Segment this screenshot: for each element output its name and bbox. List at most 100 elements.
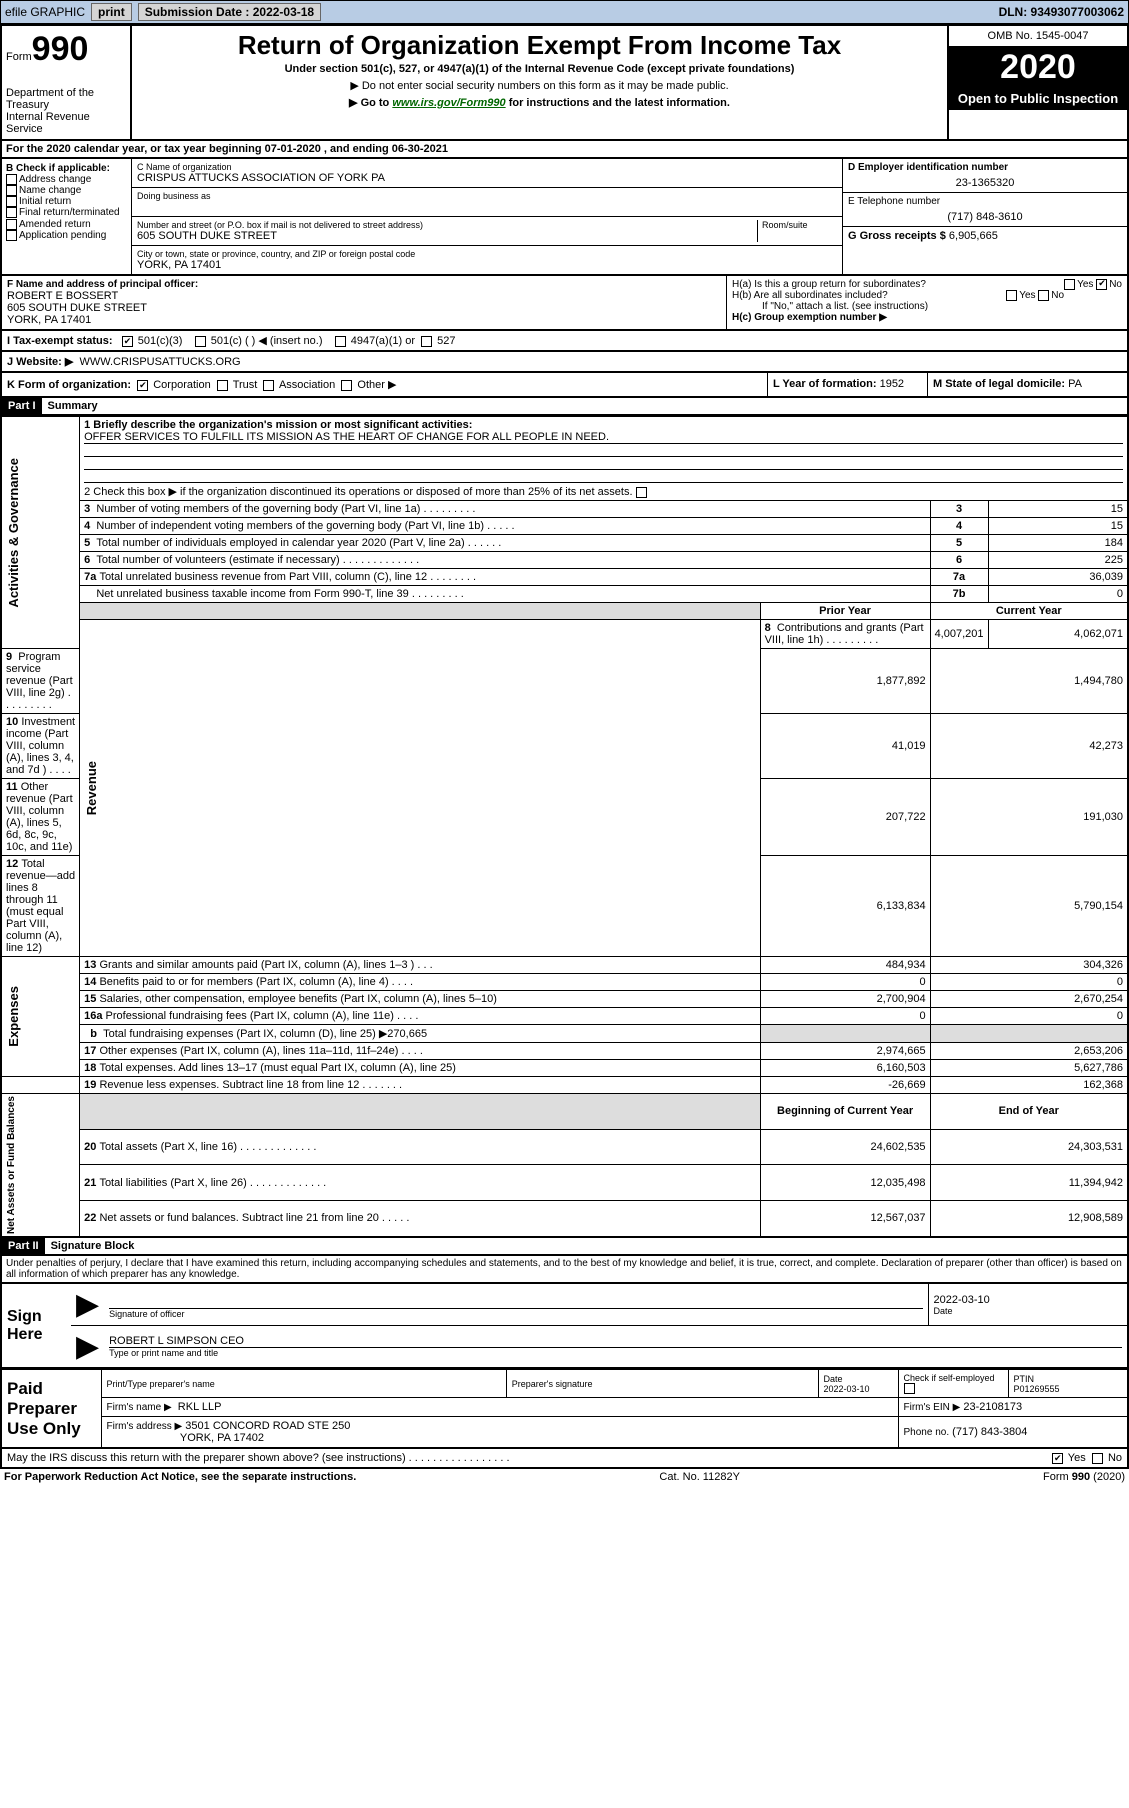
print-button[interactable]: print <box>91 3 132 21</box>
side-netassets: Net Assets or Fund Balances <box>6 1096 17 1234</box>
sign-here-table: Sign Here ▶ Signature of officer 2022-03… <box>0 1282 1129 1369</box>
line1-label: 1 Briefly describe the organization's mi… <box>84 419 1123 431</box>
527-checkbox[interactable] <box>421 336 432 347</box>
C-label: C Name of organization <box>137 162 837 172</box>
p-c4: Check if self-employed <box>898 1370 1008 1398</box>
city: YORK, PA 17401 <box>137 259 837 271</box>
paid-preparer-table: Paid Preparer Use Only Print/Type prepar… <box>0 1369 1129 1449</box>
officer-addr1: 605 SOUTH DUKE STREET <box>7 302 721 314</box>
l4t: 4 Number of independent voting members o… <box>80 518 930 535</box>
form-990: 990 <box>32 30 89 68</box>
subtitle-1: Under section 501(c), 527, or 4947(a)(1)… <box>136 63 943 75</box>
state-domicile: PA <box>1068 378 1082 390</box>
paid-preparer-head: Paid Preparer Use Only <box>1 1370 101 1449</box>
Hc: H(c) Group exemption number ▶ <box>732 312 1122 323</box>
501c-checkbox[interactable] <box>195 336 206 347</box>
row-F-H: F Name and address of principal officer:… <box>0 276 1129 331</box>
footer-cat: Cat. No. 11282Y <box>659 1471 740 1483</box>
dln: DLN: 93493077003062 <box>999 5 1124 19</box>
initial-return-checkbox[interactable] <box>6 196 17 207</box>
arrow-icon: ▶ <box>71 1283 104 1326</box>
l5t: 5 Total number of individuals employed i… <box>80 535 930 552</box>
col-begin: Beginning of Current Year <box>760 1094 930 1130</box>
dba-row: Doing business as <box>132 188 842 217</box>
part1-num: Part I <box>2 398 42 414</box>
assoc-checkbox[interactable] <box>263 380 274 391</box>
Ha-yes-checkbox[interactable] <box>1064 279 1075 290</box>
officer-name: ROBERT E BOSSERT <box>7 290 721 302</box>
col-C: C Name of organization CRISPUS ATTUCKS A… <box>132 159 842 274</box>
line2: 2 Check this box ▶ if the organization d… <box>80 483 1128 501</box>
declaration: Under penalties of perjury, I declare th… <box>0 1256 1129 1282</box>
ptin: P01269555 <box>1014 1384 1060 1394</box>
side-governance: Activities & Governance <box>6 458 21 608</box>
discuss-no-checkbox[interactable] <box>1092 1453 1103 1464</box>
Ha-no-checkbox[interactable] <box>1096 279 1107 290</box>
501c3-checkbox[interactable] <box>122 336 133 347</box>
prep-date: 2022-03-10 <box>824 1384 870 1394</box>
discontinued-checkbox[interactable] <box>636 487 647 498</box>
footer-left: For Paperwork Reduction Act Notice, see … <box>4 1471 356 1483</box>
E-label: E Telephone number <box>848 196 1122 207</box>
efile-top-bar: efile GRAPHIC print Submission Date : 20… <box>0 0 1129 24</box>
firm-ein: 23-2108173 <box>963 1401 1022 1413</box>
4947-checkbox[interactable] <box>335 336 346 347</box>
form990-link[interactable]: www.irs.gov/Form990 <box>392 97 505 109</box>
part1-title: Summary <box>48 400 98 412</box>
Hb-yes-checkbox[interactable] <box>1006 290 1017 301</box>
form-title: Return of Organization Exempt From Incom… <box>136 30 943 61</box>
footer: For Paperwork Reduction Act Notice, see … <box>0 1469 1129 1485</box>
mission: OFFER SERVICES TO FULFILL ITS MISSION AS… <box>84 431 1123 444</box>
row-KLM: K Form of organization: Corporation Trus… <box>0 373 1129 398</box>
side-expenses: Expenses <box>6 986 21 1047</box>
G-label: G Gross receipts $ <box>848 230 946 242</box>
open-public: Open to Public Inspection <box>949 87 1127 110</box>
corp-checkbox[interactable] <box>137 380 148 391</box>
p-c1: Print/Type preparer's name <box>101 1370 506 1398</box>
side-revenue: Revenue <box>84 761 99 815</box>
sig-officer-label: Signature of officer <box>109 1309 922 1319</box>
dept-treasury: Department of the Treasury <box>6 87 126 111</box>
app-pending-checkbox[interactable] <box>6 230 17 241</box>
firm-addr2: YORK, PA 17402 <box>180 1432 264 1444</box>
l7bt: Net unrelated business taxable income fr… <box>80 586 930 603</box>
firm-name: RKL LLP <box>178 1401 222 1413</box>
trust-checkbox[interactable] <box>217 380 228 391</box>
subtitle-3: ▶ Go to www.irs.gov/Form990 for instruct… <box>136 96 943 109</box>
col-B: B Check if applicable: Address change Na… <box>2 159 132 274</box>
l5v: 184 <box>988 535 1128 552</box>
addr-change-checkbox[interactable] <box>6 174 17 185</box>
l6t: 6 Total number of volunteers (estimate i… <box>80 552 930 569</box>
row-J: J Website: ▶ WWW.CRISPUSATTUCKS.ORG <box>2 352 246 371</box>
efile-label: efile GRAPHIC <box>5 5 85 19</box>
col-DEG: D Employer identification number 23-1365… <box>842 159 1127 274</box>
year-formation: 1952 <box>880 378 904 390</box>
self-employed-checkbox[interactable] <box>904 1383 915 1394</box>
name-change-checkbox[interactable] <box>6 185 17 196</box>
footer-right: Form 990 (2020) <box>1043 1471 1125 1483</box>
l3v: 15 <box>988 501 1128 518</box>
officer-print-name: ROBERT L SIMPSON CEO <box>109 1335 1122 1348</box>
print-name-label: Type or print name and title <box>109 1348 1122 1358</box>
amended-return-checkbox[interactable] <box>6 219 17 230</box>
Hb: H(b) Are all subordinates included? Yes … <box>732 290 1122 301</box>
website: WWW.CRISPUSATTUCKS.ORG <box>79 356 240 368</box>
l4v: 15 <box>988 518 1128 535</box>
final-return-checkbox[interactable] <box>6 207 17 218</box>
Hb-no-checkbox[interactable] <box>1038 290 1049 301</box>
dept-irs: Internal Revenue Service <box>6 111 126 135</box>
col-curr: Current Year <box>930 603 1128 620</box>
subtitle-2: ▶ Do not enter social security numbers o… <box>136 79 943 92</box>
Hb2: If "No," attach a list. (see instruction… <box>732 301 1122 312</box>
F-label: F Name and address of principal officer: <box>7 279 721 290</box>
l7av: 36,039 <box>988 569 1128 586</box>
street: 605 SOUTH DUKE STREET <box>137 230 757 242</box>
tax-year: 2020 <box>949 48 1127 87</box>
street-label: Number and street (or P.O. box if mail i… <box>137 220 757 230</box>
submission-date: Submission Date : 2022-03-18 <box>138 3 321 21</box>
other-checkbox[interactable] <box>341 380 352 391</box>
sign-here: Sign Here <box>1 1283 71 1368</box>
discuss-yes-checkbox[interactable] <box>1052 1453 1063 1464</box>
Ha: H(a) Is this a group return for subordin… <box>732 279 1122 290</box>
line-A: For the 2020 calendar year, or tax year … <box>2 141 452 157</box>
